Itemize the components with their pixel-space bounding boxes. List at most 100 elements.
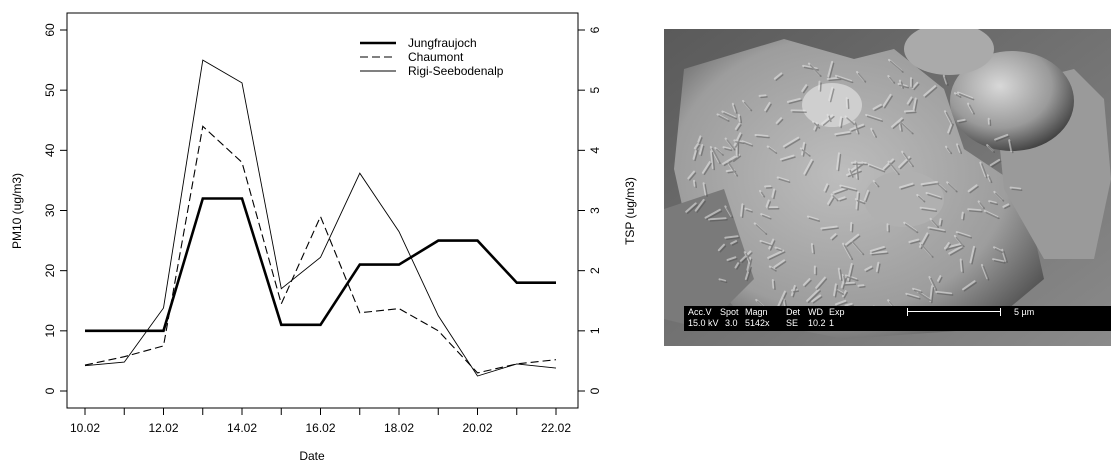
- sem-crystal-flake: [937, 275, 942, 282]
- sem-crystal-shadow: [781, 156, 796, 162]
- sem-crystal-flake: [993, 246, 1003, 252]
- sem-crystal-shadow: [803, 66, 819, 71]
- sem-crystal-flake: [826, 76, 841, 80]
- sem-crystal-shadow: [961, 260, 965, 274]
- sem-crystal-flake: [774, 246, 782, 251]
- sem-crystal-flake: [962, 280, 976, 291]
- sem-crystal-shadow: [874, 105, 884, 112]
- sem-crystal-flake: [759, 240, 772, 246]
- sem-crystal-shadow: [857, 72, 867, 83]
- sem-crystal-flake: [865, 113, 882, 121]
- sem-crystal-shadow: [728, 162, 739, 177]
- sem-crystal-flake: [847, 263, 853, 281]
- sem-crystal-flake: [980, 263, 989, 280]
- sem-crystal-flake: [704, 208, 721, 219]
- sem-crystal-shadow: [735, 134, 743, 148]
- sem-crystal-shadow: [748, 258, 753, 273]
- sem-crystal-flake: [724, 235, 739, 239]
- sem-crystal-flake: [834, 74, 853, 82]
- sem-crystal-flake: [942, 74, 948, 85]
- sem-crystal-shadow: [927, 193, 943, 200]
- sem-crystal-shadow: [802, 143, 807, 157]
- sem-crystal-flake: [836, 152, 840, 170]
- sem-crystal-shadow: [844, 283, 857, 286]
- sem-crystal-flake: [830, 233, 837, 240]
- sem-crystal-flake: [707, 217, 727, 221]
- sem-crystal-shadow: [813, 122, 821, 129]
- sem-crystal-shadow: [843, 275, 846, 284]
- sem-crystal-shadow: [743, 142, 754, 147]
- sem-crystal-shadow: [828, 78, 842, 82]
- sem-crystal-shadow: [719, 245, 727, 253]
- sem-crystal-flake: [845, 97, 849, 108]
- y-tick-label-left: 30: [43, 204, 57, 218]
- sem-crystal-shadow: [914, 99, 918, 112]
- sem-crystal-shadow: [856, 162, 860, 180]
- sem-crystal-shadow: [728, 258, 738, 263]
- sem-crystal-shadow: [922, 182, 940, 187]
- y-tick-label-right: 5: [588, 87, 602, 94]
- y-tick-label-left: 0: [43, 387, 57, 394]
- sem-crystal-shadow: [981, 163, 988, 179]
- sem-crystal-shadow: [733, 104, 738, 114]
- sem-crystal-flake: [929, 285, 933, 303]
- sem-crystal-flake: [875, 261, 880, 273]
- sem-crystal-flake: [834, 299, 847, 306]
- sem-crystal-shadow: [851, 125, 866, 132]
- sem-crystal-flake: [741, 140, 752, 146]
- sem-crystal-flake: [870, 127, 876, 137]
- sem-crystal-flake: [994, 133, 1009, 141]
- sem-crystal-shadow: [936, 182, 948, 193]
- sem-crystal-shadow: [756, 135, 770, 139]
- sem-crystal-shadow: [727, 170, 737, 174]
- x-tick-label: 14.02: [227, 421, 257, 435]
- sem-crystal-flake: [786, 97, 801, 103]
- sem-crystal-shadow: [777, 118, 784, 126]
- sem-crystal-shadow: [877, 263, 881, 274]
- sem-crystal-shadow: [1011, 188, 1023, 191]
- sem-crystal-flake: [969, 245, 975, 264]
- sem-crystal-shadow: [982, 265, 990, 281]
- sem-crystal-flake: [821, 114, 834, 125]
- sem-crystal-flake: [916, 193, 925, 202]
- sem-crystal-flake: [938, 218, 942, 226]
- sem-crystal-shadow: [857, 192, 861, 211]
- sem-crystal-flake: [872, 180, 879, 187]
- sem-crystal-flake: [709, 146, 720, 163]
- sem-crystal-shadow: [851, 241, 865, 256]
- sem-crystal-shadow: [828, 197, 835, 207]
- sem-crystal-flake: [989, 158, 1001, 167]
- sem-crystal-flake: [944, 242, 962, 249]
- sem-data-bar: Acc.V Spot Magn Det WD Exp 15.0 kV 3.0 5…: [684, 306, 1111, 331]
- sem-crystal-shadow: [703, 162, 712, 176]
- sem-crystal-shadow: [715, 148, 724, 156]
- sem-crystal-shadow: [839, 198, 847, 202]
- sem-crystal-flake: [726, 161, 737, 176]
- sem-crystal-flake: [744, 265, 751, 280]
- sem-crystal-shadow: [995, 192, 1005, 202]
- sem-crystal-shadow: [761, 241, 773, 247]
- sem-crystal-flake: [992, 258, 1005, 263]
- sem-crystal-shadow: [836, 301, 848, 307]
- sem-crystal-flake: [764, 101, 771, 112]
- sem-crystal-shadow: [769, 240, 776, 251]
- sem-crystal-flake: [869, 246, 885, 252]
- sem-crystal-flake: [694, 198, 705, 212]
- sem-crystal-shadow: [987, 145, 996, 153]
- sem-header-wd: WD: [808, 307, 823, 317]
- sem-scale-bar: [907, 308, 1001, 316]
- sem-crystal-shadow: [706, 210, 723, 220]
- sem-crystal-flake: [842, 281, 855, 285]
- sem-crystal-flake: [919, 242, 933, 257]
- sem-crystal-flake: [918, 232, 929, 248]
- sem-crystal-shadow: [846, 117, 856, 126]
- sem-crystal-shadow: [979, 202, 985, 210]
- sem-crystal-flake: [867, 163, 884, 172]
- sem-header-spot: Spot: [720, 307, 739, 317]
- sem-crystal-flake: [827, 60, 834, 78]
- sem-crystal-flake: [758, 94, 767, 97]
- sem-crystal-flake: [834, 288, 843, 294]
- sem-header-det: Det: [786, 307, 801, 317]
- sem-crystal-shadow: [936, 292, 954, 296]
- sem-crystal-shadow: [948, 123, 955, 135]
